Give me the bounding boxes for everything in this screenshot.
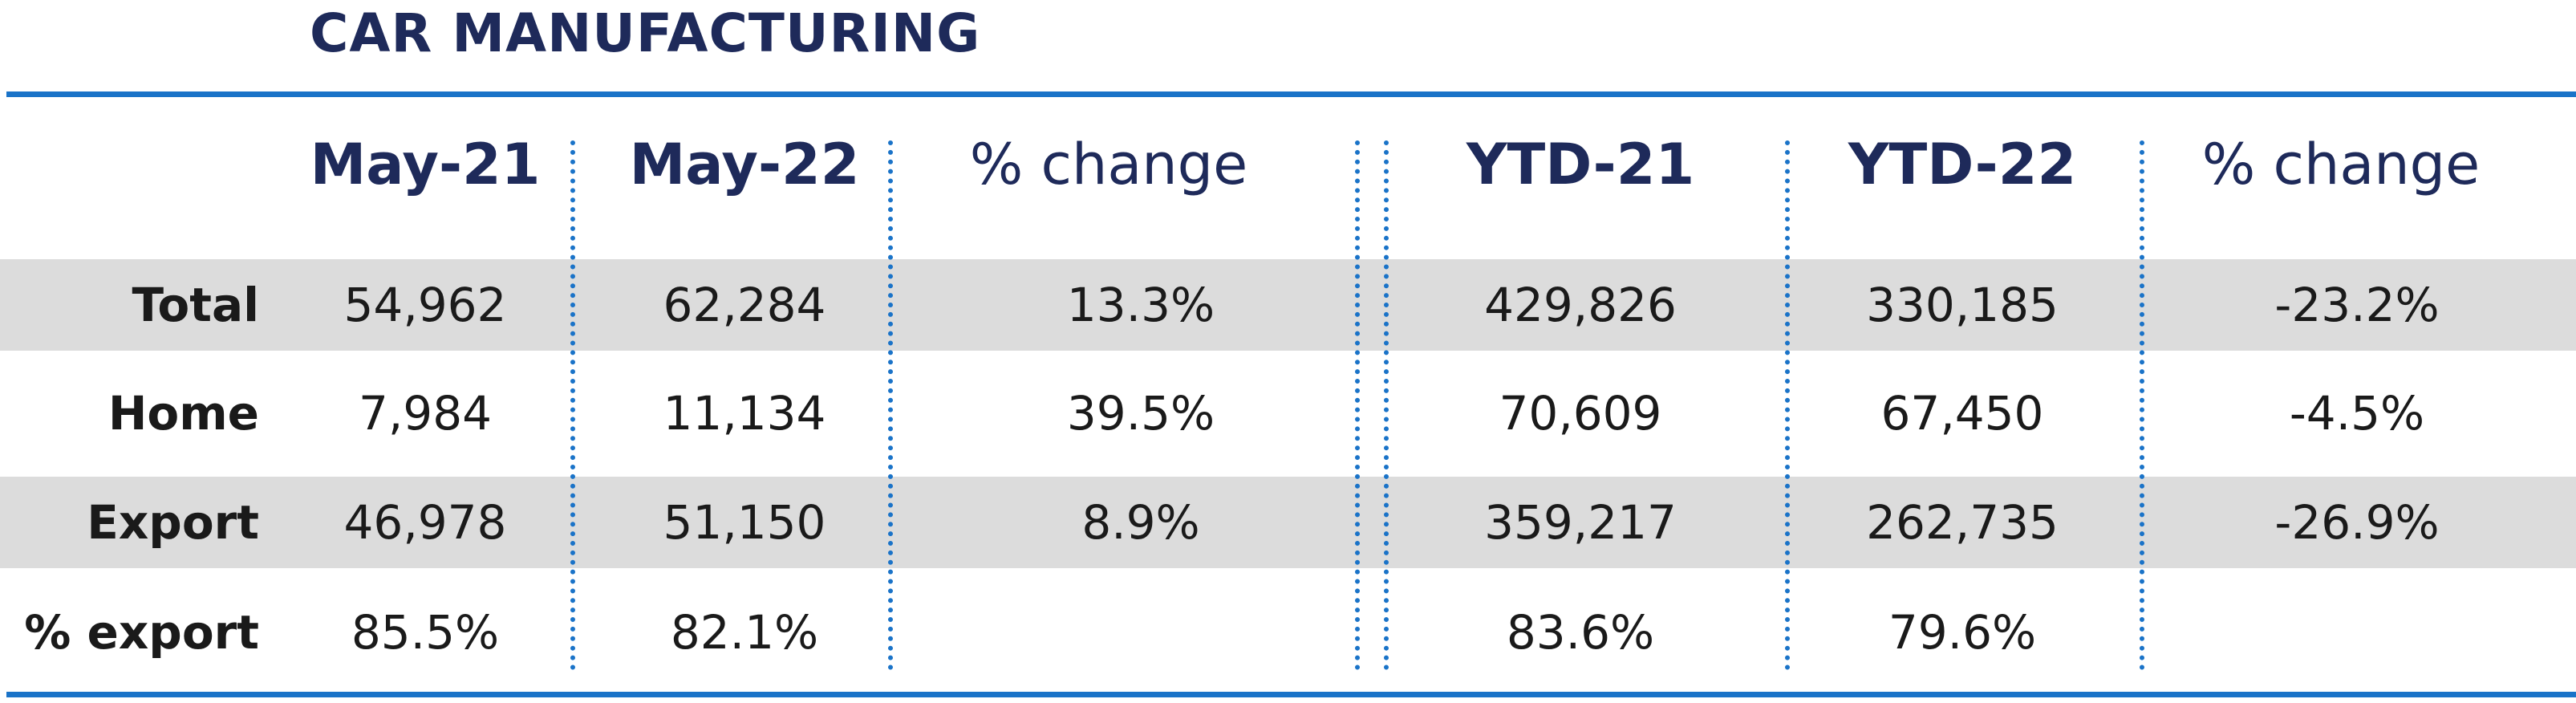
table-cell: 46,978 xyxy=(343,495,507,550)
row-label-home: Home xyxy=(108,386,259,441)
table-cell: 79.6% xyxy=(1888,605,2037,660)
row-label-export: Export xyxy=(87,495,259,550)
row-band-export xyxy=(0,477,2576,568)
row-label-total: Total xyxy=(132,278,259,332)
table-cell: -23.2% xyxy=(2274,278,2440,332)
column-separator xyxy=(1355,140,1360,670)
top-rule xyxy=(6,91,2576,97)
column-separator xyxy=(2140,140,2144,670)
table-cell: 13.3% xyxy=(1066,278,1215,332)
table-cell: 39.5% xyxy=(1066,386,1215,441)
column-header-may-21: May-21 xyxy=(310,132,541,197)
table-title: CAR MANUFACTURING xyxy=(310,2,981,64)
column-header-ytd-22: YTD-22 xyxy=(1848,132,2077,197)
column-separator xyxy=(1384,140,1389,670)
column-header-may-22: May-22 xyxy=(629,132,860,197)
table-cell: 82.1% xyxy=(670,605,819,660)
table-cell: 8.9% xyxy=(1081,495,1200,550)
bottom-rule xyxy=(6,692,2576,697)
table-cell: 51,150 xyxy=(663,495,826,550)
column-separator xyxy=(1785,140,1790,670)
column-header-pct-change-month: % change xyxy=(969,132,1248,197)
table-cell: 330,185 xyxy=(1866,278,2059,332)
column-header-ytd-21: YTD-21 xyxy=(1466,132,1695,197)
table-cell: 85.5% xyxy=(351,605,500,660)
table-cell: 359,217 xyxy=(1484,495,1677,550)
column-header-pct-change-ytd: % change xyxy=(2201,132,2481,197)
column-separator xyxy=(888,140,893,670)
table-cell: -4.5% xyxy=(2289,386,2425,441)
table-cell xyxy=(2237,587,2477,678)
table-cell: -26.9% xyxy=(2274,495,2440,550)
table-cell: 7,984 xyxy=(358,386,493,441)
row-label-pct-export: % export xyxy=(24,605,259,660)
table-cell: 62,284 xyxy=(663,278,826,332)
table-cell: 54,962 xyxy=(343,278,507,332)
row-band-total xyxy=(0,259,2576,351)
table-cell: 83.6% xyxy=(1506,605,1655,660)
table-cell: 11,134 xyxy=(663,386,826,441)
table-cell: 67,450 xyxy=(1880,386,2044,441)
table-cell xyxy=(1020,587,1261,678)
table-cell: 70,609 xyxy=(1499,386,1662,441)
table-cell: 429,826 xyxy=(1484,278,1677,332)
table-cell: 262,735 xyxy=(1866,495,2059,550)
column-separator xyxy=(570,140,575,670)
